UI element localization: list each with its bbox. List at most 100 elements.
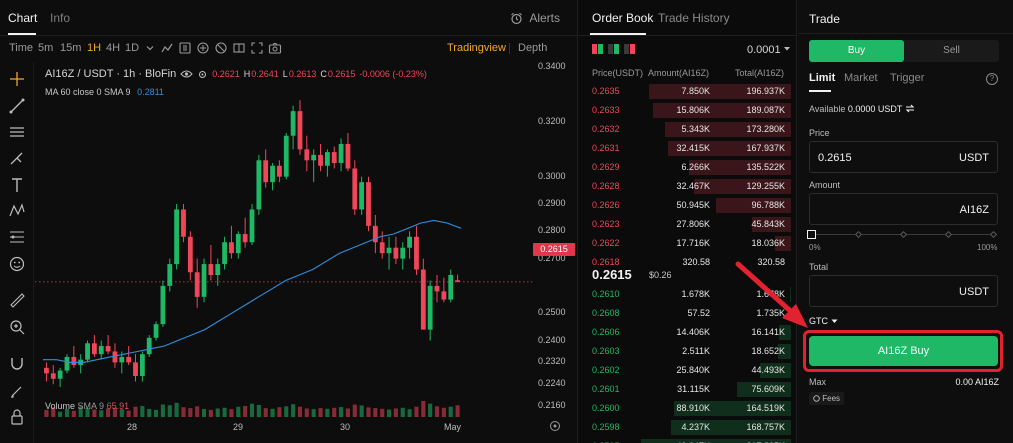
tradingview-toggle[interactable]: Tradingview (447, 42, 506, 54)
pencil-lock-icon[interactable] (8, 382, 26, 400)
ruler-icon[interactable] (8, 291, 26, 309)
indicators-icon[interactable] (160, 41, 174, 55)
volume-bar (133, 406, 138, 417)
price-axis-label: 0.2700 (538, 252, 566, 263)
smiley-icon[interactable] (8, 255, 26, 273)
ask-row[interactable]: 0.2623 27.806K 45.843K (579, 215, 797, 234)
gear-icon[interactable] (197, 69, 208, 80)
tab-trade-history[interactable]: Trade History (658, 11, 730, 25)
buy-button[interactable]: AI16Z Buy (809, 336, 998, 366)
trend-line-icon[interactable] (8, 97, 26, 115)
candle-type-icon[interactable] (178, 41, 192, 55)
ob-divider (579, 35, 797, 36)
ask-row[interactable]: 0.2618 320.58 320.58 (579, 253, 797, 272)
depth-bar (668, 141, 791, 156)
slider-mark-50[interactable] (899, 230, 908, 239)
bid-row[interactable]: 0.2595 49.047K 217.805K (579, 437, 797, 443)
volume-bar (201, 409, 207, 417)
time-in-force-select[interactable]: GTC (809, 316, 838, 326)
pair-label: AI16Z / USDT · 1h · BloFin (45, 68, 177, 80)
buy-tab[interactable]: Buy (809, 40, 904, 62)
brush-icon[interactable] (8, 149, 26, 167)
transfer-icon[interactable] (905, 104, 915, 113)
row-price: 0.2610 (592, 289, 620, 299)
compare-icon[interactable] (196, 41, 210, 55)
ask-row[interactable]: 0.2635 7.850K 196.937K (579, 82, 797, 101)
ask-row[interactable]: 0.2622 17.716K 18.036K (579, 234, 797, 253)
eye-icon[interactable] (180, 69, 193, 79)
alerts-button[interactable]: Alerts (510, 11, 560, 25)
fib-icon[interactable] (8, 228, 26, 246)
chart-settings-icon[interactable] (549, 420, 561, 432)
bid-row[interactable]: 0.2600 88.910K 164.519K (579, 399, 797, 418)
chevron-down-icon[interactable] (143, 41, 157, 55)
order-type-trigger[interactable]: Trigger (890, 72, 925, 84)
ask-row[interactable]: 0.2629 6.266K 135.522K (579, 158, 797, 177)
candlestick-chart[interactable] (35, 62, 533, 417)
interval-4h[interactable]: 4H (106, 42, 121, 54)
slider-mark-75[interactable] (944, 230, 953, 239)
row-price: 0.2628 (592, 181, 620, 191)
candle-body (400, 247, 406, 259)
volume-bar (339, 407, 344, 417)
zoom-in-icon[interactable] (8, 318, 26, 336)
interval-1h[interactable]: 1H (87, 42, 102, 54)
bid-row[interactable]: 0.2602 25.840K 44.493K (579, 361, 797, 380)
interval-5m[interactable]: 5m (38, 42, 54, 54)
total-input[interactable]: USDT (809, 275, 998, 307)
candle-body (85, 343, 90, 360)
both-sides-view-icon[interactable] (592, 44, 604, 54)
row-price: 0.2626 (592, 200, 620, 210)
price-input[interactable]: 0.2615 USDT (809, 141, 998, 173)
sell-tab[interactable]: Sell (943, 45, 960, 56)
text-tool-icon[interactable] (8, 176, 26, 194)
tab-chart[interactable]: Chart (8, 11, 38, 25)
slider-handle[interactable] (807, 230, 816, 239)
ask-row[interactable]: 0.2628 32.467K 129.255K (579, 177, 797, 196)
tab-info[interactable]: Info (50, 11, 71, 25)
horizontal-lines-icon[interactable] (8, 123, 26, 141)
amount-input[interactable]: AI16Z (809, 193, 998, 225)
price-input-value: 0.2615 (818, 152, 852, 164)
candle-body (386, 247, 392, 254)
row-price: 0.2598 (592, 422, 620, 432)
asks-view-icon[interactable] (624, 44, 636, 54)
bids-view-icon[interactable] (608, 44, 620, 54)
ask-row[interactable]: 0.2633 15.806K 189.087K (579, 101, 797, 120)
slider-mark-100[interactable] (989, 230, 998, 239)
lock-icon[interactable] (8, 408, 26, 426)
fees-badge[interactable]: Fees (809, 392, 845, 405)
volume-bar (256, 404, 261, 417)
ask-row[interactable]: 0.2631 32.415K 167.937K (579, 139, 797, 158)
interval-15m[interactable]: 15m (60, 42, 82, 54)
tick-size-select[interactable]: 0.0001 (747, 44, 781, 56)
slider-mark-25[interactable] (854, 230, 863, 239)
ask-row[interactable]: 0.2626 50.945K 96.788K (579, 196, 797, 215)
tab-order-book[interactable]: Order Book (592, 11, 654, 25)
bid-row[interactable]: 0.2601 31.115K 75.609K (579, 380, 797, 399)
crosshair-icon[interactable] (8, 70, 26, 88)
fullscreen-icon[interactable] (250, 41, 264, 55)
row-amount: 27.806K (676, 219, 710, 229)
pattern-icon[interactable] (8, 202, 26, 220)
order-type-market[interactable]: Market (844, 72, 878, 84)
bid-row[interactable]: 0.2606 14.406K 16.141K (579, 323, 797, 342)
depth-bar (759, 363, 791, 378)
volume-bar (291, 404, 296, 417)
row-total: 129.255K (746, 181, 785, 191)
order-type-limit[interactable]: Limit (809, 72, 836, 84)
depth-toggle[interactable]: Depth (518, 42, 548, 54)
settings-icon[interactable] (214, 41, 228, 55)
close-value: 0.2615 (327, 69, 356, 79)
magnet-icon[interactable] (8, 355, 26, 373)
help-icon[interactable]: ? (986, 73, 998, 85)
bid-row[interactable]: 0.2598 4.237K 168.757K (579, 418, 797, 437)
book-view-modes (592, 44, 636, 54)
camera-icon[interactable] (268, 41, 282, 55)
ask-row[interactable]: 0.2632 5.343K 173.280K (579, 120, 797, 139)
interval-1d[interactable]: 1D (125, 42, 140, 54)
tick-chevron-down-icon[interactable] (783, 46, 791, 52)
layout-icon[interactable] (232, 41, 246, 55)
bid-row[interactable]: 0.2603 2.511K 18.652K (579, 342, 797, 361)
price-axis-label: 0.2400 (538, 334, 566, 345)
